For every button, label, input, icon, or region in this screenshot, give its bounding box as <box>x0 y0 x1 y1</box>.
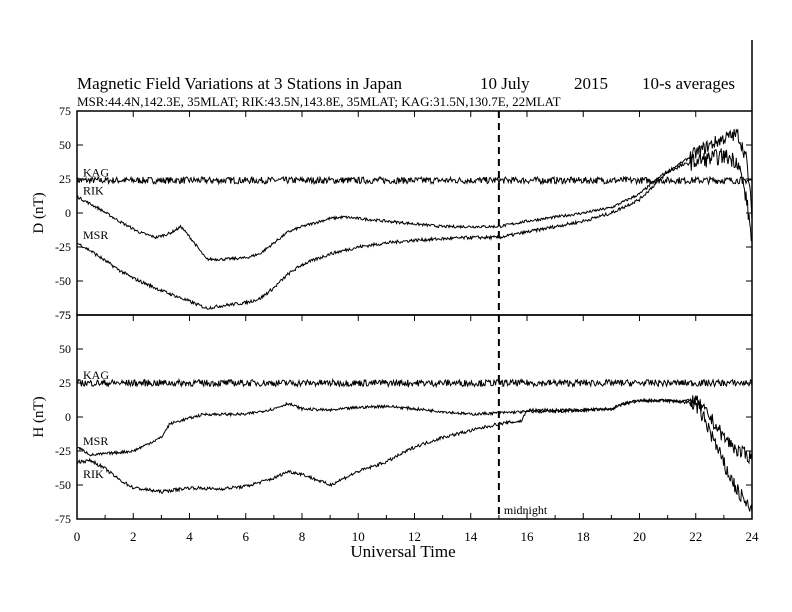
bottom-y-ticks: 75 50 25 0 -25 -50 -75 <box>55 308 752 526</box>
top-series-labels: KAG RIK MSR <box>83 165 109 242</box>
bottom-series-labels: KAG MSR RIK <box>83 368 109 481</box>
bottom-traces <box>76 377 753 513</box>
bottom-series-msr <box>76 395 753 465</box>
top-ytick-label: 0 <box>65 206 71 220</box>
chart-subtitle: MSR:44.4N,142.3E, 35MLAT; RIK:43.5N,143.… <box>77 94 561 109</box>
chart-date: 10 July <box>480 74 530 93</box>
top-label-rik: RIK <box>83 184 104 198</box>
x-tick-label: 14 <box>464 529 478 544</box>
x-tick-label: 6 <box>243 529 250 544</box>
bottom-series-rik <box>76 396 753 513</box>
bottom-label-msr: MSR <box>83 434 108 448</box>
x-tick-label: 20 <box>633 529 646 544</box>
top-series-msr <box>76 148 753 310</box>
top-y-axis-label: D (nT) <box>31 192 47 233</box>
top-ytick-label: 25 <box>59 172 71 186</box>
bottom-ytick-label: 25 <box>59 376 71 390</box>
bottom-series-kag <box>76 377 753 389</box>
x-axis-label: Universal Time <box>350 542 455 561</box>
top-ytick-label: -50 <box>55 274 71 288</box>
x-tick-label: 16 <box>521 529 535 544</box>
top-ytick-label: 75 <box>59 104 71 118</box>
top-ytick-label: -75 <box>55 308 71 322</box>
x-tick-label: 10 <box>352 529 365 544</box>
top-y-ticks: 75 50 25 0 -25 -50 -75 <box>55 104 752 322</box>
x-tick-label: 18 <box>577 529 590 544</box>
chart-averaging: 10-s averages <box>642 74 735 93</box>
top-label-kag: KAG <box>83 165 109 179</box>
bottom-panel: 75 50 25 0 -25 -50 -75 KAG MSR RIK H (nT) <box>31 308 753 526</box>
x-axis-ticks: 0 2 4 6 8 10 12 14 16 18 20 22 24 <box>74 111 759 544</box>
top-panel-frame <box>76 110 753 316</box>
x-tick-label: 22 <box>689 529 702 544</box>
top-label-msr: MSR <box>83 228 108 242</box>
x-tick-label: 4 <box>186 529 193 544</box>
top-panel: 75 50 25 0 -25 -50 -75 KAG RIK MSR D (nT) <box>31 104 753 322</box>
bottom-label-kag: KAG <box>83 368 109 382</box>
bottom-ytick-label: 50 <box>59 342 71 356</box>
bottom-ytick-label: -50 <box>55 478 71 492</box>
bottom-ytick-label: -25 <box>55 444 71 458</box>
bottom-ytick-label: -75 <box>55 512 71 526</box>
x-tick-label: 12 <box>408 529 421 544</box>
x-tick-label: 24 <box>746 529 760 544</box>
top-series-kag <box>76 175 753 186</box>
top-series-rik <box>76 128 753 262</box>
chart-year: 2015 <box>574 74 608 93</box>
bottom-ytick-label: 75 <box>59 308 71 322</box>
chart-title: Magnetic Field Variations at 3 Stations … <box>77 74 403 93</box>
top-ytick-label: 50 <box>59 138 71 152</box>
x-tick-label: 8 <box>299 529 306 544</box>
midnight-label: midnight <box>504 503 548 517</box>
bottom-ytick-label: 0 <box>65 410 71 424</box>
top-traces <box>76 128 753 310</box>
bottom-label-rik: RIK <box>83 467 104 481</box>
x-tick-label: 2 <box>130 529 137 544</box>
top-ytick-label: -25 <box>55 240 71 254</box>
x-tick-label: 0 <box>74 529 81 544</box>
bottom-y-axis-label: H (nT) <box>31 396 47 437</box>
